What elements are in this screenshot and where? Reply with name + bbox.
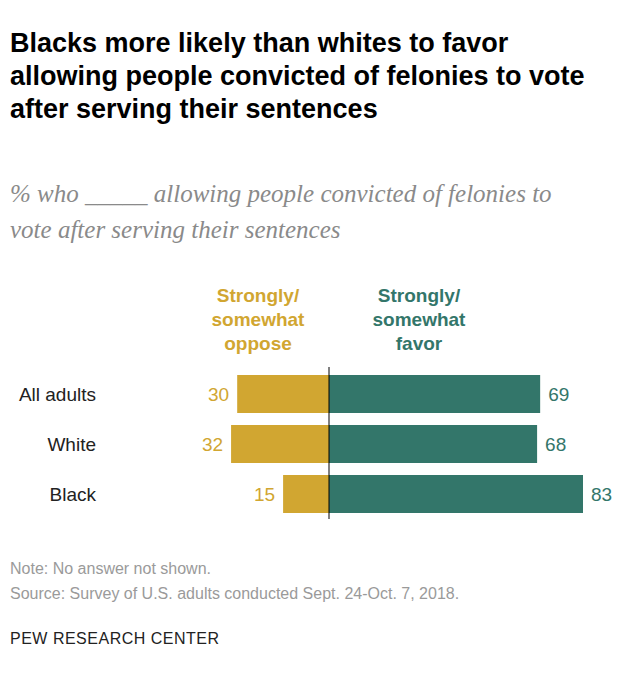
bars xyxy=(231,375,583,513)
text-line: oppose xyxy=(224,333,292,354)
text-line: Strongly/ xyxy=(378,285,461,306)
data-label: 32 xyxy=(202,434,223,455)
text-line: allowing people convicted of felonies to… xyxy=(10,61,585,91)
text-line: Blacks more likely than whites to favor xyxy=(10,28,509,58)
note: Note: No answer not shown. xyxy=(10,560,211,577)
bar xyxy=(231,425,329,463)
text-line: somewhat xyxy=(212,309,306,330)
text-line: vote after serving their sentences xyxy=(10,216,340,243)
chart-root: Blacks more likely than whites to favora… xyxy=(0,0,620,696)
center-line xyxy=(329,367,330,519)
source: Source: Survey of U.S. adults conducted … xyxy=(10,585,459,602)
data-label: 15 xyxy=(254,484,275,505)
data-label: 68 xyxy=(545,434,566,455)
legend-entry: Strongly/somewhat oppose xyxy=(212,285,306,354)
credit: PEW RESEARCH CENTER xyxy=(10,630,220,647)
bar xyxy=(283,475,329,513)
text-line: % who _____ allowing people convicted of… xyxy=(10,180,552,207)
legend-entry: Strongly/somewhat favor xyxy=(373,285,467,354)
category-label: All adults xyxy=(19,384,96,405)
bar xyxy=(237,375,329,413)
text-line: Strongly/ xyxy=(217,285,300,306)
subtitle: % who _____ allowing people convicted of… xyxy=(10,180,552,243)
category-label: Black xyxy=(50,484,97,505)
data-label: 30 xyxy=(208,384,229,405)
text-line: somewhat xyxy=(373,309,467,330)
bar xyxy=(329,375,540,413)
text-line: after serving their sentences xyxy=(10,94,378,124)
data-label: 69 xyxy=(548,384,569,405)
bar xyxy=(329,475,583,513)
bar xyxy=(329,425,537,463)
category-label: White xyxy=(47,434,96,455)
text-line: favor xyxy=(396,333,443,354)
data-label: 83 xyxy=(591,484,612,505)
title: Blacks more likely than whites to favora… xyxy=(10,28,585,124)
